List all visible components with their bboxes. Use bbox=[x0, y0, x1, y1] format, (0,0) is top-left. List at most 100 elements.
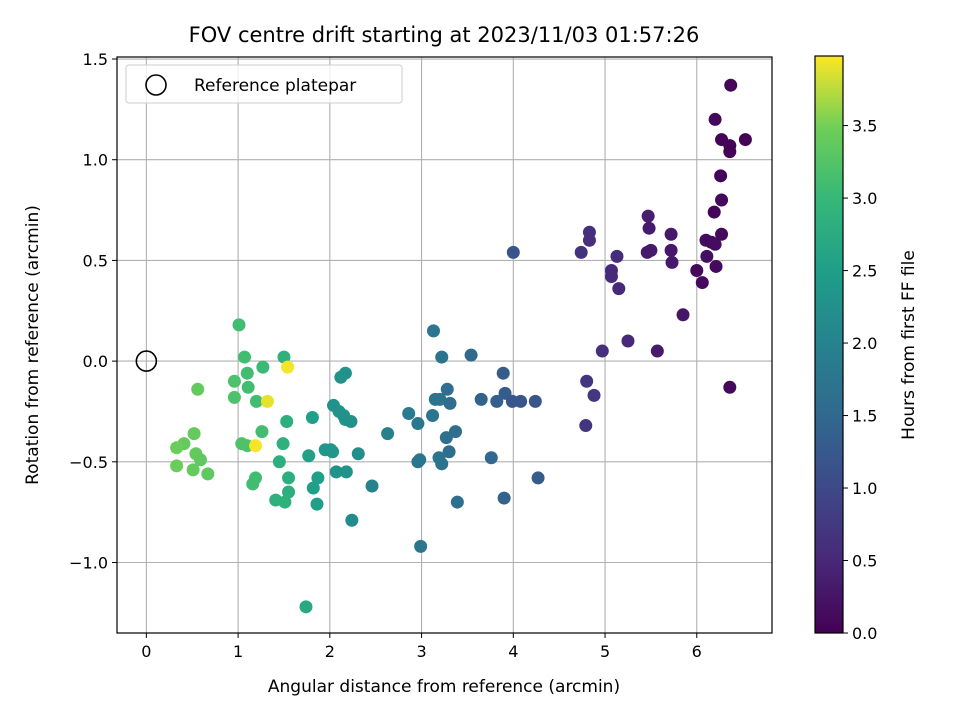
colorbar: 0.0 0.5 1.0 1.5 2.0 2.5 3.0 3.5 Hours from firs… bbox=[814, 55, 919, 643]
data-point bbox=[450, 495, 464, 509]
y-tick-label: 1.5 bbox=[83, 50, 108, 69]
data-point bbox=[191, 382, 205, 396]
data-point bbox=[528, 394, 542, 408]
data-point bbox=[282, 485, 296, 499]
colorbar-tick-label: 0.5 bbox=[852, 552, 877, 571]
data-point bbox=[276, 437, 290, 451]
data-point bbox=[282, 471, 296, 485]
data-point bbox=[514, 394, 528, 408]
data-point bbox=[595, 344, 609, 358]
data-point bbox=[186, 463, 200, 477]
data-point bbox=[272, 455, 286, 469]
data-point bbox=[305, 411, 319, 425]
data-point bbox=[238, 350, 252, 364]
legend: Reference platepar bbox=[125, 64, 403, 104]
data-point bbox=[580, 374, 594, 388]
colorbar-tick-label: 2.0 bbox=[852, 334, 877, 353]
data-point bbox=[351, 447, 365, 461]
data-point bbox=[241, 380, 255, 394]
data-point bbox=[365, 479, 379, 493]
data-point bbox=[439, 431, 453, 445]
data-point bbox=[411, 455, 425, 469]
data-point bbox=[695, 276, 709, 290]
colorbar-tick-label: 1.5 bbox=[852, 407, 877, 426]
data-point bbox=[709, 259, 723, 273]
data-point bbox=[326, 445, 340, 459]
data-point bbox=[715, 193, 729, 207]
data-point bbox=[497, 491, 511, 505]
data-point bbox=[484, 451, 498, 465]
data-point bbox=[724, 78, 738, 92]
data-point bbox=[280, 415, 294, 429]
x-axis-ticks: 0 1 2 3 4 5 6 bbox=[141, 633, 702, 661]
data-point bbox=[715, 227, 729, 241]
data-point bbox=[604, 270, 618, 284]
plot-frame bbox=[116, 56, 773, 634]
data-point bbox=[690, 263, 704, 277]
data-point bbox=[339, 465, 353, 479]
reference-platepar-marker bbox=[135, 350, 158, 372]
data-point bbox=[612, 282, 626, 296]
y-tick-label: 1.0 bbox=[83, 151, 108, 170]
data-point bbox=[249, 394, 263, 408]
data-point bbox=[249, 439, 263, 453]
y-tick-label: −0.5 bbox=[69, 453, 108, 472]
data-point bbox=[474, 392, 488, 406]
data-point bbox=[306, 481, 320, 495]
data-point bbox=[227, 374, 241, 388]
data-point bbox=[650, 344, 664, 358]
data-point bbox=[240, 366, 254, 380]
data-point bbox=[708, 112, 722, 126]
x-tick-label: 0 bbox=[141, 642, 151, 661]
data-point bbox=[435, 350, 449, 364]
data-point bbox=[329, 465, 343, 479]
data-point bbox=[700, 249, 714, 263]
x-tick-label: 4 bbox=[508, 642, 518, 661]
y-axis-ticks: −1.0 −0.5 0.0 0.5 1.0 1.5 bbox=[69, 50, 117, 573]
chart-title: FOV centre drift starting at 2023/11/03 … bbox=[189, 23, 700, 47]
data-point bbox=[641, 209, 655, 223]
x-tick-label: 6 bbox=[692, 642, 702, 661]
colorbar-ticks: 0.0 0.5 1.0 1.5 2.0 2.5 3.0 3.5 bbox=[843, 117, 877, 643]
data-point bbox=[435, 457, 449, 471]
legend-box bbox=[125, 64, 403, 104]
data-point bbox=[402, 406, 416, 420]
data-point bbox=[232, 318, 246, 332]
data-point bbox=[579, 419, 593, 433]
data-point bbox=[440, 382, 454, 396]
data-point bbox=[299, 600, 313, 614]
data-point bbox=[664, 243, 678, 257]
data-point bbox=[255, 425, 269, 439]
y-tick-label: 0.0 bbox=[83, 352, 108, 371]
data-point bbox=[310, 497, 324, 511]
data-point bbox=[344, 415, 358, 429]
data-point bbox=[723, 145, 737, 159]
colorbar-tick-label: 2.5 bbox=[852, 262, 877, 281]
data-point bbox=[311, 471, 325, 485]
data-point bbox=[256, 360, 270, 374]
x-tick-label: 5 bbox=[600, 642, 610, 661]
data-point bbox=[723, 380, 737, 394]
data-point bbox=[426, 324, 440, 338]
data-point bbox=[664, 227, 678, 241]
y-tick-label: 0.5 bbox=[83, 251, 108, 270]
colorbar-tick-label: 3.0 bbox=[852, 189, 877, 208]
y-axis-label: Rotation from reference (arcmin) bbox=[23, 205, 43, 485]
data-point bbox=[490, 394, 504, 408]
data-point bbox=[531, 471, 545, 485]
data-point bbox=[496, 366, 510, 380]
data-point bbox=[642, 221, 656, 235]
data-point bbox=[170, 441, 184, 455]
data-point bbox=[506, 245, 520, 259]
data-point bbox=[411, 417, 425, 431]
data-point bbox=[246, 477, 260, 491]
reference-marker-layer bbox=[135, 350, 158, 372]
data-point bbox=[334, 370, 348, 384]
data-point bbox=[574, 245, 588, 259]
data-point bbox=[170, 459, 184, 473]
data-point bbox=[665, 255, 679, 269]
data-point bbox=[640, 245, 654, 259]
data-point bbox=[610, 249, 624, 263]
data-point bbox=[587, 388, 601, 402]
